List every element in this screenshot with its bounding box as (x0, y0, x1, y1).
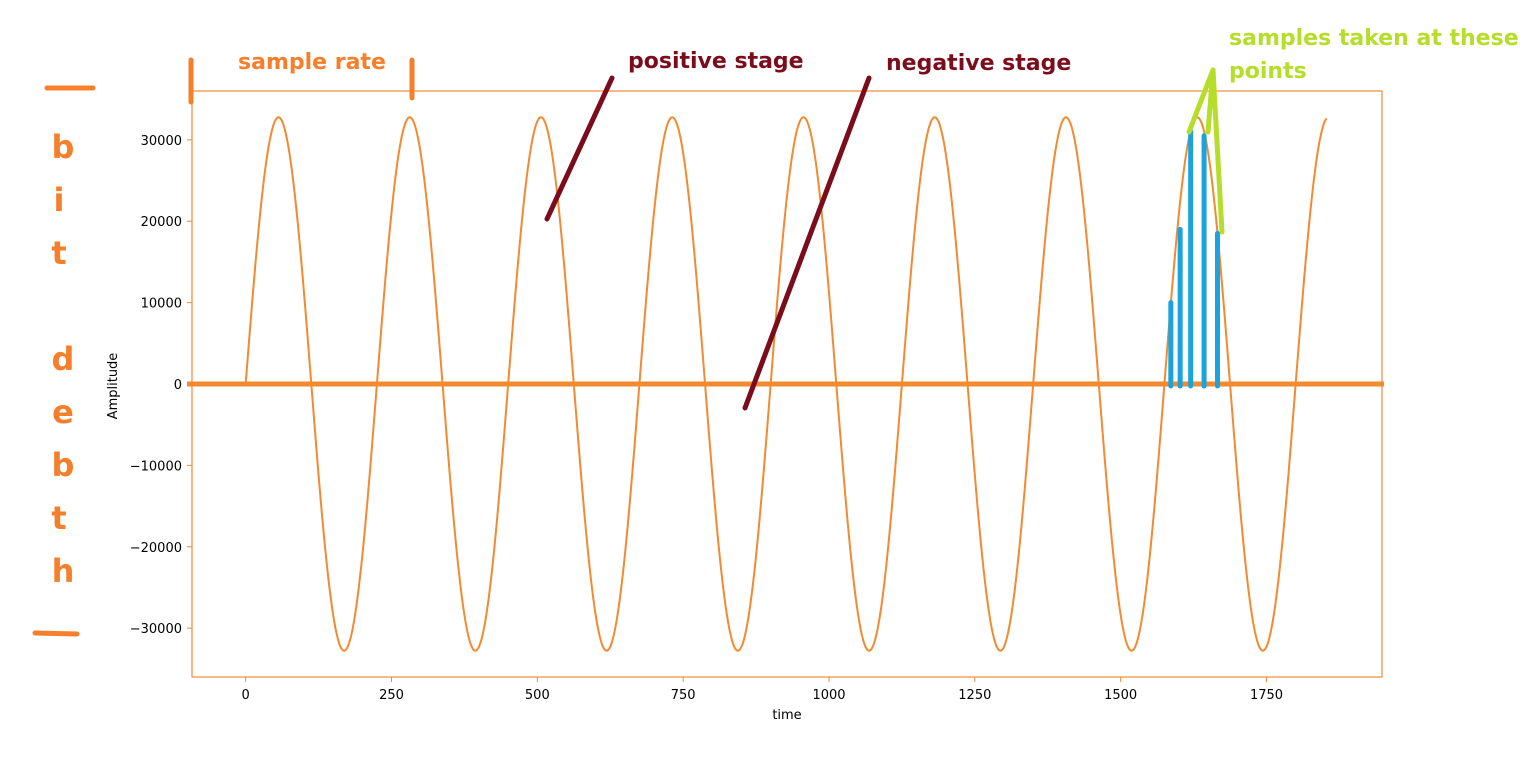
y-tick-label: −10000 (130, 459, 182, 474)
x-tick-label: 1750 (1250, 688, 1283, 703)
positive-stage-pointer (544, 75, 615, 222)
samples-pointer-right (1210, 67, 1225, 235)
bit-depth-letter: h (52, 552, 75, 590)
sine-wave-series (244, 116, 1328, 652)
bit-depth-letter: e (52, 393, 74, 431)
bit-depth-bottom-bar (32, 630, 80, 637)
positive-stage-label: positive stage (628, 49, 804, 74)
y-axis-ticks: 30000 20000 10000 0 −10000 −20000 −30000 (130, 134, 192, 637)
x-tick-label: 500 (525, 688, 550, 703)
sample-bars (1168, 129, 1220, 389)
bit-depth-letter: i (54, 181, 65, 219)
y-tick-label: 0 (174, 378, 182, 393)
x-tick-label: 0 (242, 688, 250, 703)
negative-stage-label: negative stage (886, 51, 1071, 76)
x-tick-label: 250 (379, 688, 404, 703)
negative-stage-pointer (742, 75, 872, 411)
x-tick-label: 750 (671, 688, 696, 703)
x-axis-label: time (772, 708, 801, 723)
y-tick-label: 30000 (141, 134, 182, 149)
y-tick-label: 20000 (141, 215, 182, 230)
sample-rate-label: sample rate (238, 50, 386, 75)
samples-taken-label-line1: samples taken at these (1229, 26, 1519, 51)
bit-depth-letter: t (51, 234, 66, 272)
bit-depth-label: b i t d e b t h (51, 128, 74, 590)
samples-taken-label-line2: points (1229, 59, 1307, 84)
x-tick-label: 1000 (812, 688, 845, 703)
bit-depth-letter: b (52, 446, 75, 484)
bit-depth-letter: b (52, 128, 75, 166)
y-tick-label: 10000 (141, 297, 182, 312)
x-tick-label: 1500 (1104, 688, 1137, 703)
x-axis-ticks: 0 250 500 750 1000 1250 1500 1750 (242, 677, 1283, 703)
bit-depth-letter: t (51, 499, 66, 537)
y-tick-label: −20000 (130, 541, 182, 556)
bit-depth-letter: d (52, 340, 75, 378)
y-axis-label: Amplitude (106, 353, 121, 420)
x-tick-label: 1250 (958, 688, 991, 703)
y-tick-label: −30000 (130, 622, 182, 637)
